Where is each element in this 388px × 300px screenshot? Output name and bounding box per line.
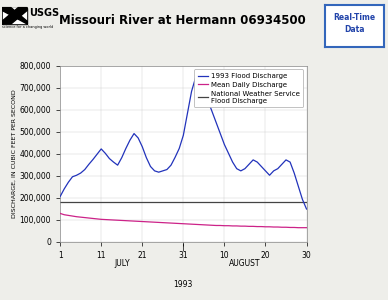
Text: science for a changing world: science for a changing world xyxy=(2,25,53,29)
Legend: 1993 Flood Discharge, Mean Daily Discharge, National Weather Service
Flood Disch: 1993 Flood Discharge, Mean Daily Dischar… xyxy=(194,70,303,107)
Bar xyxy=(2,8,27,24)
Text: 1993: 1993 xyxy=(174,280,193,289)
Polygon shape xyxy=(2,8,27,24)
Text: USGS: USGS xyxy=(29,8,60,18)
Polygon shape xyxy=(2,8,27,24)
Text: AUGUST: AUGUST xyxy=(229,259,261,268)
Bar xyxy=(3,8,26,23)
Text: Real-Time
Data: Real-Time Data xyxy=(334,13,376,34)
Y-axis label: DISCHARGE, IN CUBIC FEET PER SECOND: DISCHARGE, IN CUBIC FEET PER SECOND xyxy=(12,89,17,218)
Text: Missouri River at Hermann 06934500: Missouri River at Hermann 06934500 xyxy=(59,14,306,26)
Text: JULY: JULY xyxy=(114,259,130,268)
